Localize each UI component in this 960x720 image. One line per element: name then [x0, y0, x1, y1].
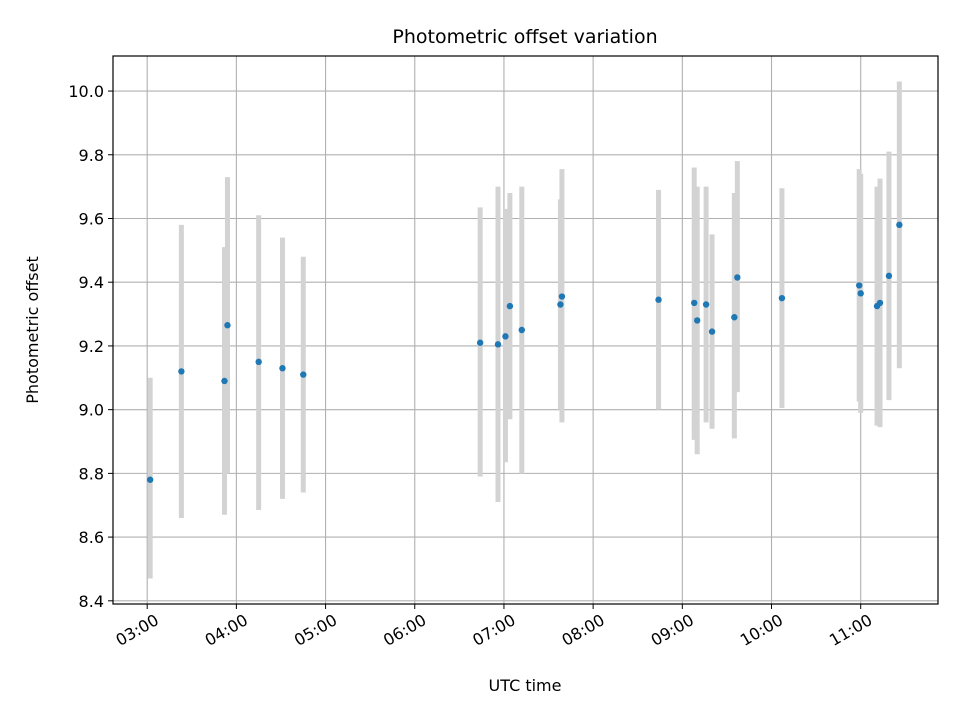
y-tick-label: 9.4 [79, 273, 104, 292]
data-point [518, 326, 525, 334]
data-point [255, 358, 262, 366]
y-tick-label: 9.8 [79, 146, 104, 165]
y-tick-label: 9.6 [79, 209, 104, 228]
data-point [778, 294, 786, 302]
data-point [857, 290, 864, 297]
data-point [693, 317, 701, 324]
data-point [691, 299, 698, 307]
point-layer [146, 221, 903, 483]
data-point [300, 371, 307, 378]
data-point [494, 341, 502, 348]
x-tick-label: 03:00 [112, 610, 161, 650]
chart-title: Photometric offset variation [392, 26, 657, 48]
y-tick-label: 8.8 [79, 464, 104, 483]
x-tick-label: 04:00 [202, 610, 251, 650]
data-point [279, 365, 286, 372]
y-axis-label: Photometric offset [23, 256, 42, 404]
data-point [731, 314, 738, 321]
data-point [557, 301, 564, 308]
tick-layer: 03:00 04:00 05:00 06:00 07:00 08:00 09:00 10:00… [68, 82, 875, 650]
data-point [224, 322, 231, 329]
data-point [476, 339, 484, 346]
x-axis-label: UTC time [489, 676, 562, 695]
y-tick-label: 8.6 [79, 528, 104, 547]
data-point [558, 293, 566, 300]
y-tick-label: 8.4 [79, 592, 104, 611]
data-point [885, 272, 893, 280]
data-point [178, 368, 185, 375]
data-point [506, 302, 514, 310]
y-tick-label: 10.0 [68, 82, 104, 101]
y-tick-label: 9.0 [79, 401, 104, 420]
plot-frame [112, 55, 939, 605]
data-point [856, 282, 863, 289]
grid-layer [113, 56, 938, 604]
x-tick-label: 05:00 [291, 610, 340, 650]
x-tick-label: 11:00 [826, 610, 875, 650]
data-point [146, 476, 154, 483]
data-point [502, 333, 509, 340]
data-point [734, 274, 741, 281]
x-tick-label: 07:00 [469, 610, 518, 650]
x-tick-label: 08:00 [558, 610, 607, 650]
data-point [876, 299, 884, 307]
data-point [708, 328, 716, 335]
x-tick-label: 06:00 [380, 610, 429, 650]
data-point [655, 296, 662, 303]
x-tick-label: 09:00 [648, 610, 697, 650]
data-point [702, 301, 710, 308]
x-tick-label: 10:00 [737, 610, 786, 650]
y-tick-label: 9.2 [79, 337, 104, 356]
data-point [896, 221, 903, 229]
data-point [221, 377, 228, 385]
